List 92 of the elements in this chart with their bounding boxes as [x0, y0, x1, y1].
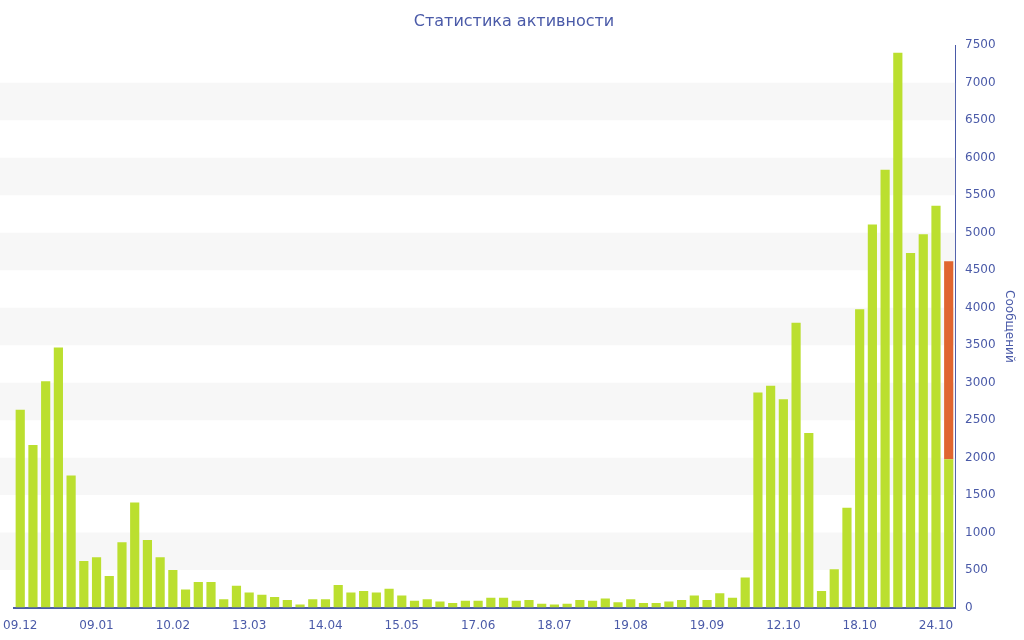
bar — [804, 432, 814, 608]
y-tick-label: 4000 — [965, 299, 996, 314]
bar — [219, 599, 229, 608]
bar — [791, 322, 801, 608]
x-tick-label: 14.04 — [308, 617, 343, 632]
bar — [308, 599, 318, 608]
y-tick-label: 7000 — [965, 74, 996, 89]
bar — [816, 591, 827, 608]
bar — [867, 224, 877, 608]
x-tick-label: 10.02 — [155, 617, 191, 632]
bar — [180, 589, 191, 608]
bar — [91, 557, 102, 608]
bar — [397, 595, 407, 608]
bar — [130, 502, 140, 608]
bar — [524, 600, 534, 608]
bar — [244, 592, 254, 608]
bar — [15, 409, 25, 608]
bar — [41, 381, 51, 608]
x-tick-label: 15.05 — [384, 617, 419, 632]
bar — [727, 597, 738, 608]
bar — [53, 347, 63, 608]
bar — [829, 569, 839, 608]
bar — [613, 602, 623, 608]
bar — [715, 593, 725, 608]
bar — [282, 600, 292, 608]
bar — [117, 542, 127, 608]
bar — [486, 597, 496, 608]
bar — [702, 600, 712, 608]
bar — [575, 600, 585, 608]
bar — [893, 52, 903, 608]
x-tick-label: 12.10 — [766, 617, 801, 632]
bar — [371, 592, 381, 608]
bar — [753, 392, 763, 608]
bar — [931, 205, 941, 608]
bar — [778, 399, 788, 608]
y-tick-label: 500 — [965, 562, 988, 577]
x-tick-label: 18.07 — [537, 617, 572, 632]
bar — [435, 601, 445, 608]
x-tick-label: 24.10 — [918, 617, 954, 632]
bar — [740, 577, 750, 608]
bar — [422, 599, 432, 608]
y-tick-label: 1000 — [965, 524, 996, 539]
bar — [79, 561, 89, 608]
y-tick-label: 1500 — [965, 487, 996, 502]
bar — [766, 385, 776, 608]
y-axis-title: Сообщений — [1002, 290, 1017, 363]
y-tick-label: 2500 — [965, 412, 996, 427]
bar — [905, 252, 916, 608]
x-tick-label: 18.10 — [842, 617, 877, 632]
bar — [142, 540, 153, 608]
y-tick-label: 4500 — [965, 262, 996, 277]
x-tick-label: 09.12 — [3, 617, 38, 632]
bar — [384, 588, 394, 608]
y-tick-label: 6500 — [965, 112, 996, 127]
bar — [193, 582, 203, 608]
bar — [498, 597, 509, 608]
y-tick-label: 7500 — [965, 37, 996, 52]
y-tick-label: 6000 — [965, 149, 996, 164]
x-tick-label: 09.01 — [79, 617, 114, 632]
bar — [677, 600, 687, 608]
bar — [855, 309, 865, 608]
y-tick-label: 5000 — [965, 224, 996, 239]
bar — [320, 599, 331, 608]
y-tick-label: 0 — [965, 599, 973, 614]
bar — [155, 557, 165, 608]
y-tick-label: 2000 — [965, 449, 996, 464]
bar — [944, 261, 954, 460]
bar — [333, 585, 343, 608]
bar — [168, 570, 178, 608]
bar — [944, 459, 954, 608]
bar — [206, 582, 216, 608]
bar — [880, 169, 890, 608]
y-tick-label: 3000 — [965, 374, 996, 389]
y-tick-label: 5500 — [965, 187, 996, 202]
bar — [689, 595, 699, 608]
bar — [104, 576, 114, 608]
x-tick-label: 19.09 — [689, 617, 725, 632]
bar — [346, 592, 356, 608]
x-tick-label: 17.06 — [460, 617, 496, 632]
x-tick-label: 13.03 — [231, 617, 267, 632]
bar — [66, 475, 76, 608]
bar — [231, 585, 242, 608]
chart-title: Статистика активности — [413, 10, 615, 30]
x-tick-label: 19.08 — [613, 617, 648, 632]
bar — [918, 234, 928, 608]
bar — [842, 507, 852, 608]
bar — [359, 591, 369, 608]
bar — [28, 444, 38, 608]
bar — [270, 597, 280, 608]
bar — [626, 599, 636, 608]
bar — [257, 594, 267, 608]
y-tick-label: 3500 — [965, 337, 996, 352]
